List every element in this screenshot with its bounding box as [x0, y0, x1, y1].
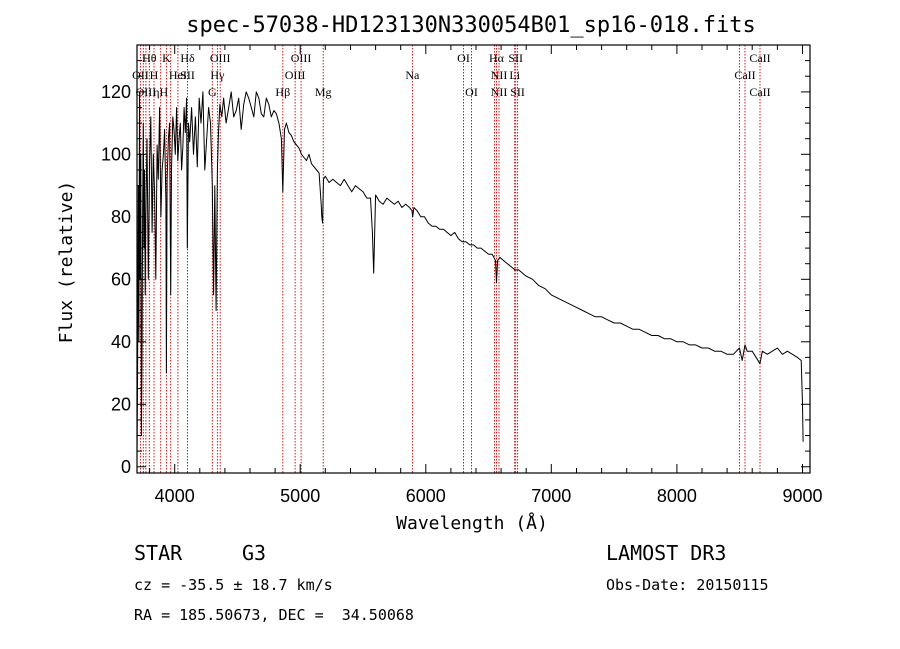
x-axis-ticks: 4000 5000 6000 7000 8000 9000 [149, 45, 823, 506]
line-label-26: SII [510, 85, 525, 99]
line-label-2: Hδ [180, 51, 195, 65]
x-tick-label-0: 4000 [155, 486, 195, 506]
y-tick-label-6: 120 [101, 82, 131, 102]
line-label-3: OIII [210, 51, 231, 65]
y-axis-label: Flux (relative) [56, 181, 77, 344]
y-tick-label-1: 20 [111, 394, 131, 414]
y-tick-label-0: 0 [121, 457, 131, 477]
line-label-5: OI [457, 51, 470, 65]
line-label-22: Hβ [275, 85, 290, 99]
y-tick-label-5: 100 [101, 144, 131, 164]
y-axis-ticks: 0 20 40 60 80 100 120 [101, 60, 810, 477]
y-tick-label-3: 60 [111, 269, 131, 289]
line-label-9: OII [132, 68, 149, 82]
ra-dec-coordinates: RA = 185.50673, DEC = 34.50068 [134, 606, 414, 624]
line-label-23: Mg [315, 85, 332, 99]
spectrum-line-0 [136, 91, 804, 461]
line-label-6: Hα [489, 51, 505, 65]
line-label-21: G [208, 85, 217, 99]
line-label-10: H [150, 68, 159, 82]
line-label-15: Na [405, 68, 420, 82]
line-label-13: Hγ [210, 68, 225, 82]
object-class: STAR [134, 541, 183, 565]
x-axis-label: Wavelength (Å) [396, 512, 548, 534]
observation-date: Obs-Date: 20150115 [606, 576, 769, 594]
line-label-16: NII [491, 68, 508, 82]
line-label-25: NII [491, 85, 508, 99]
line-label-24: OI [465, 85, 478, 99]
x-tick-label-4: 8000 [657, 486, 697, 506]
x-tick-label-2: 6000 [406, 486, 446, 506]
y-tick-label-2: 40 [111, 332, 131, 352]
plot-frame [136, 44, 811, 474]
line-label-20: ηH [153, 85, 168, 99]
line-label-17: Li [509, 68, 520, 82]
line-label-7: SII [508, 51, 523, 65]
x-tick-label-3: 7000 [531, 486, 571, 506]
line-label-1: K [162, 51, 171, 65]
x-tick-label-5: 9000 [782, 486, 822, 506]
object-subclass: G3 [242, 541, 266, 565]
line-label-0: Hθ [142, 51, 157, 65]
line-label-4: OIII [291, 51, 312, 65]
redshift-cz: cz = -35.5 ± 18.7 km/s [134, 576, 333, 594]
line-label-11: HeI [169, 68, 187, 82]
line-label-12: SII [180, 68, 195, 82]
x-tick-label-1: 5000 [280, 486, 320, 506]
line-label-27: CaII [749, 85, 770, 99]
y-tick-label-4: 80 [111, 207, 131, 227]
line-label-8: CaII [749, 51, 770, 65]
survey-name: LAMOST DR3 [606, 541, 726, 565]
line-label-18: CaII [734, 68, 755, 82]
chart-title: spec-57038-HD123130N330054B01_sp16-018.f… [186, 13, 756, 38]
spectrum-line-group [136, 91, 804, 461]
line-label-14: OIII [285, 68, 306, 82]
